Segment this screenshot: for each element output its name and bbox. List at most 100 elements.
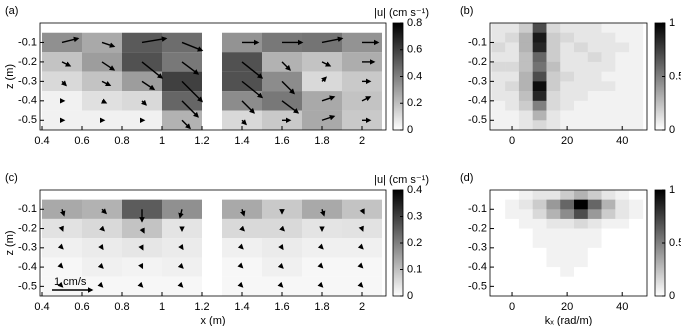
heat-cell (587, 276, 602, 287)
velocity-arrow (58, 225, 64, 232)
x-tick-label: 0 (509, 135, 515, 147)
y-axis-label: z (m) (4, 230, 16, 255)
x-tick-label: 1.6 (274, 301, 289, 313)
heat-cell (532, 81, 547, 92)
heat-cell (532, 228, 547, 239)
y-tick-label: -0.3 (468, 242, 487, 254)
heat-cell (518, 91, 533, 102)
velocity-arrow (181, 100, 199, 118)
heat-cell (601, 61, 616, 72)
heat-cell (560, 52, 575, 63)
velocity-arrow (281, 80, 295, 95)
heat-cell (546, 257, 561, 268)
x-tick-label: 1.4 (234, 135, 249, 147)
heat-cell (491, 91, 506, 102)
heat-cell (574, 190, 589, 200)
heat-cell (532, 199, 547, 210)
heat-cell (574, 218, 589, 229)
scale-label: 1 cm/s (54, 276, 87, 288)
velocity-arrow (239, 225, 245, 232)
heat-cell (601, 199, 616, 210)
velocity-arrow (177, 262, 184, 269)
velocity-arrow (361, 96, 372, 102)
heat-cell (574, 32, 589, 43)
heat-cell (574, 120, 589, 131)
heat-cell (518, 247, 533, 258)
y-tick-label: -0.1 (18, 36, 37, 48)
velocity-arrow (61, 80, 67, 87)
x-axis-label: kₓ (rad/m) (545, 315, 593, 326)
heat-cell (518, 228, 533, 239)
heat-cell (560, 286, 575, 297)
velocity-arrow (141, 99, 147, 106)
speed-cell (222, 71, 262, 92)
heat-cell (532, 52, 547, 63)
colorbar-tick-label: 0.4 (407, 184, 422, 196)
colorbar-tick-label: 0.1 (407, 263, 422, 275)
heat-cell (615, 91, 630, 102)
heat-cell (587, 218, 602, 229)
heat-cell (532, 257, 547, 268)
y-tick-label: -0.3 (18, 242, 37, 254)
y-tick-label: -0.3 (18, 75, 37, 87)
velocity-arrow (277, 262, 284, 269)
speed-cell (262, 71, 302, 92)
velocity-arrow (241, 100, 255, 114)
heat-cell (491, 100, 506, 111)
heat-cell (518, 110, 533, 121)
heat-cell (601, 238, 616, 249)
heat-cell (491, 228, 506, 239)
heat-cell (615, 71, 630, 82)
heat-cell (629, 267, 644, 278)
heat-cell (532, 209, 547, 220)
x-tick-label: 0.8 (114, 301, 129, 313)
heat-cell (615, 267, 630, 278)
heat-cell (587, 267, 602, 278)
heat-cell (560, 199, 575, 210)
heat-cell (615, 42, 630, 53)
heat-cell (491, 32, 506, 43)
heat-cell (560, 276, 575, 287)
heat-cell (491, 238, 506, 249)
heat-cell (615, 110, 630, 121)
heat-cell (532, 42, 547, 53)
colorbar-tick-label: 0.6 (407, 44, 422, 56)
heat-cell (615, 100, 630, 111)
heat-cell (560, 23, 575, 34)
x-tick-label: 0.4 (34, 301, 49, 313)
heat-cell (601, 52, 616, 63)
heat-cell (615, 120, 630, 131)
y-tick-label: -0.5 (468, 280, 487, 292)
x-tick-label: 1.8 (314, 135, 329, 147)
y-tick-label: -0.4 (468, 261, 487, 273)
velocity-arrow (321, 95, 336, 102)
heat-cell (615, 276, 630, 287)
heat-cell (532, 91, 547, 102)
heat-cell (615, 257, 630, 268)
heat-cell (629, 238, 644, 249)
heat-cell (601, 209, 616, 220)
heat-cell (601, 257, 616, 268)
heat-cell (518, 199, 533, 210)
heat-cell (532, 190, 547, 200)
x-tick-label: 0.6 (74, 135, 89, 147)
heat-cell (629, 190, 644, 200)
heat-cell (491, 120, 506, 131)
heat-cell (560, 190, 575, 200)
heat-cell (532, 100, 547, 111)
heat-cell (574, 81, 589, 92)
heat-cell (491, 110, 506, 121)
y-tick-label: -0.2 (18, 222, 37, 234)
heat-cell (491, 23, 506, 34)
heat-cell (532, 218, 547, 229)
speed-cell (82, 71, 122, 92)
heat-cell (518, 218, 533, 229)
heat-cell (518, 23, 533, 34)
velocity-arrow (178, 209, 184, 219)
velocity-arrow (317, 243, 324, 250)
panel-label: (a) (5, 5, 18, 17)
heat-cell (518, 286, 533, 297)
heat-cell (546, 91, 561, 102)
heat-cell (518, 32, 533, 43)
colorbar-tick-label: 0 (407, 290, 413, 302)
